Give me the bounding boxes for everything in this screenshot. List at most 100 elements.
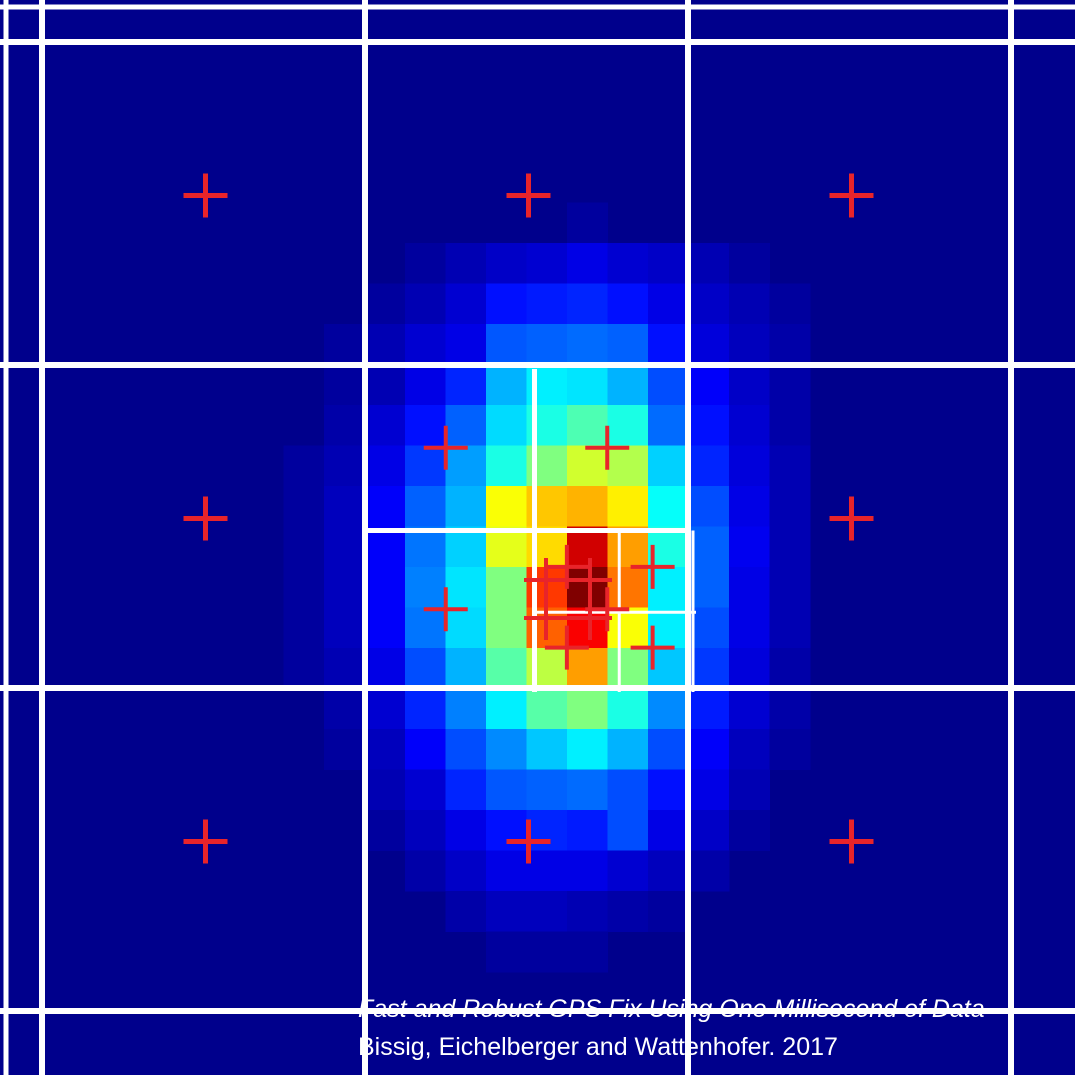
heat-cell [729,283,770,325]
heat-cell [405,364,446,406]
heat-cell [486,445,527,487]
heat-cell [607,283,649,325]
heat-cell [405,688,446,730]
cross-marker [568,558,612,602]
heat-cell [688,364,730,406]
heat-cell [729,607,770,649]
heat-cell [486,486,527,527]
heat-cell [486,243,527,284]
heat-cell [324,324,365,365]
heat-cell [729,810,770,851]
heat-cell [567,688,608,730]
heat-cell [364,364,406,406]
heat-cell [648,810,689,851]
heat-cell [648,891,689,932]
heat-cell [283,486,325,527]
heat-cell [607,486,649,527]
heat-cell [405,324,446,365]
heat-cell [567,891,608,932]
heat-cell [526,283,568,325]
heat-cell [405,405,446,446]
heat-cell [405,648,446,689]
heat-cell [648,688,689,730]
heat-cell [445,729,487,770]
heat-cell [648,607,689,649]
heat-cell [769,324,811,365]
heat-cell [567,810,608,851]
heat-cell [729,364,770,406]
cross-marker [829,819,874,864]
heat-cell [567,769,608,811]
heat-cell [364,567,406,608]
heat-cell [364,486,406,527]
heat-cell [405,607,446,649]
heat-cell [769,283,811,325]
cross-marker [524,596,568,640]
heat-cell [607,364,649,406]
heat-cell [648,526,689,568]
heat-cell [364,688,406,730]
heat-cell [688,607,730,649]
heat-cell [607,243,649,284]
heat-cell [769,688,811,730]
heat-cell [688,405,730,446]
heat-cell [567,526,608,568]
heat-cell [445,405,487,446]
heat-cell [648,850,689,892]
heat-cell [688,243,730,284]
heat-cell [648,324,689,365]
heat-cell [769,648,811,689]
marker-layer [183,173,874,864]
heat-cell [607,729,649,770]
cross-marker [506,173,551,218]
heat-cell [364,607,406,649]
heat-cell [526,850,568,892]
heat-cell [486,648,527,689]
heat-cell [405,486,446,527]
caption-title: Fast and Robust GPS Fix Using One Millis… [358,995,985,1023]
heat-cell [567,202,608,244]
heat-cell [486,324,527,365]
heat-cell [324,445,365,487]
heat-cell [567,364,608,406]
heat-cell [324,486,365,527]
heat-cell [688,648,730,689]
heat-cell [648,567,689,608]
heat-cell [729,486,770,527]
heat-cell [567,486,608,527]
heat-cell [364,405,406,446]
heat-cell [486,526,527,568]
heat-cell [526,891,568,932]
heat-cell [648,769,689,811]
heat-cell [769,729,811,770]
cross-marker [829,173,874,218]
heat-cell [688,445,730,487]
heat-cell [405,729,446,770]
heat-cell [324,648,365,689]
heat-cell [648,243,689,284]
heat-cell [729,769,770,811]
heat-cell [486,891,527,932]
heat-cell [486,283,527,325]
heat-cell [607,607,649,649]
cross-marker [423,425,468,470]
heat-cell [405,243,446,284]
heat-cell [648,729,689,770]
heat-cell [445,243,487,284]
heat-cell [688,324,730,365]
heat-cell [405,850,446,892]
heat-cell [648,486,689,527]
heat-cell [769,405,811,446]
heat-cell [729,243,770,284]
heat-cell [607,324,649,365]
heat-cell [486,810,527,851]
heat-cell [364,648,406,689]
heat-cell [688,688,730,730]
heat-cell [445,526,487,568]
heat-cell [283,526,325,568]
heat-cell [607,891,649,932]
heat-cell [324,526,365,568]
heat-cell [364,445,406,487]
